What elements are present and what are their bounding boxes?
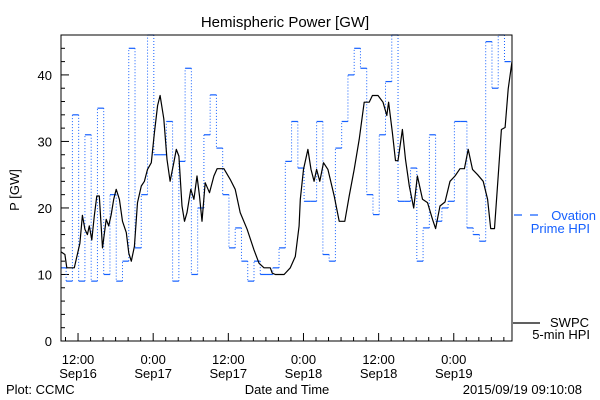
y-tick-label: 20 (38, 201, 52, 216)
x-tick-time-label: 12:00 (362, 352, 395, 367)
plot-credit: Plot: CCMC (6, 382, 75, 397)
y-tick-label: 0 (45, 334, 52, 349)
legend-swpc-label-2: 5-min HPI (532, 327, 590, 342)
x-tick-date-label: Sep18 (285, 366, 323, 381)
x-tick-time-label: 0:00 (441, 352, 466, 367)
x-tick-time-label: 12:00 (62, 352, 95, 367)
x-tick-date-label: Sep19 (435, 366, 473, 381)
y-tick-label: 40 (38, 68, 52, 83)
x-tick-time-label: 12:00 (212, 352, 245, 367)
x-axis-label: Date and Time (245, 382, 330, 397)
legend-swpc-label-1: SWPC (550, 315, 589, 330)
y-axis-label: P [GW] (7, 169, 22, 211)
chart-title: Hemispheric Power [GW] (201, 14, 369, 31)
x-tick-time-label: 0:00 (141, 352, 166, 367)
x-tick-time-label: 0:00 (291, 352, 316, 367)
plot-timestamp: 2015/09/19 09:10:08 (463, 382, 582, 397)
x-tick-date-label: Sep18 (360, 366, 398, 381)
x-tick-date-label: Sep16 (59, 366, 97, 381)
y-tick-label: 30 (38, 134, 52, 149)
swpc-hpi-line (60, 61, 513, 276)
legend-ovation-label-1: Ovation (551, 208, 596, 223)
legend-ovation-label-2: Prime HPI (531, 221, 590, 236)
x-tick-date-label: Sep17 (134, 366, 172, 381)
plot-frame (60, 34, 513, 342)
x-tick-date-label: Sep17 (210, 366, 248, 381)
y-tick-label: 10 (38, 267, 52, 282)
